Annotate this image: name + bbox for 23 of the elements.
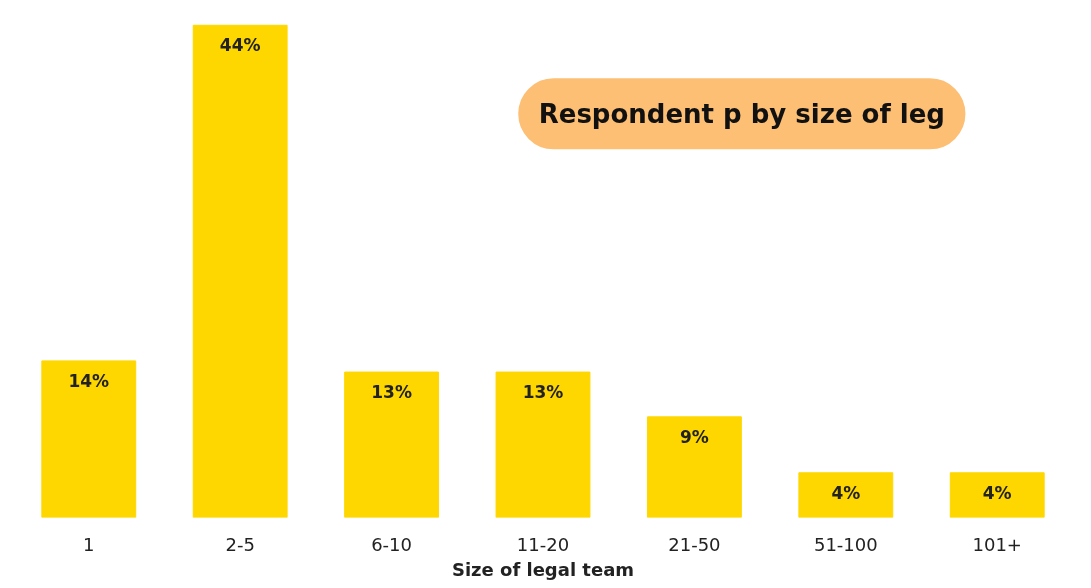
- x-tick-label: 51-100: [813, 533, 878, 555]
- bar: [495, 371, 591, 518]
- data-label: 14%: [68, 370, 110, 391]
- bar: [192, 24, 288, 518]
- x-axis-title: Size of legal team: [451, 558, 635, 580]
- x-tick-label: 11-20: [516, 533, 570, 555]
- data-label: 13%: [371, 381, 412, 402]
- data-label: 44%: [219, 35, 261, 56]
- bar: [798, 472, 894, 518]
- x-tick-label: 6-10: [371, 533, 413, 555]
- data-label: 4%: [831, 482, 861, 503]
- data-label: 9%: [679, 426, 709, 447]
- data-label: 4%: [982, 482, 1012, 503]
- text: Respondent p by size of leg: [538, 98, 945, 129]
- x-tick-label: 101+: [972, 533, 1022, 555]
- bar: [41, 360, 137, 518]
- bar: [646, 416, 742, 518]
- bar: [344, 371, 440, 518]
- x-tick-label: 1: [83, 533, 95, 555]
- x-tick-label: 21-50: [668, 533, 721, 555]
- data-label: 13%: [522, 381, 564, 402]
- x-tick-label: 2-5: [225, 533, 255, 555]
- bar: [949, 472, 1045, 518]
